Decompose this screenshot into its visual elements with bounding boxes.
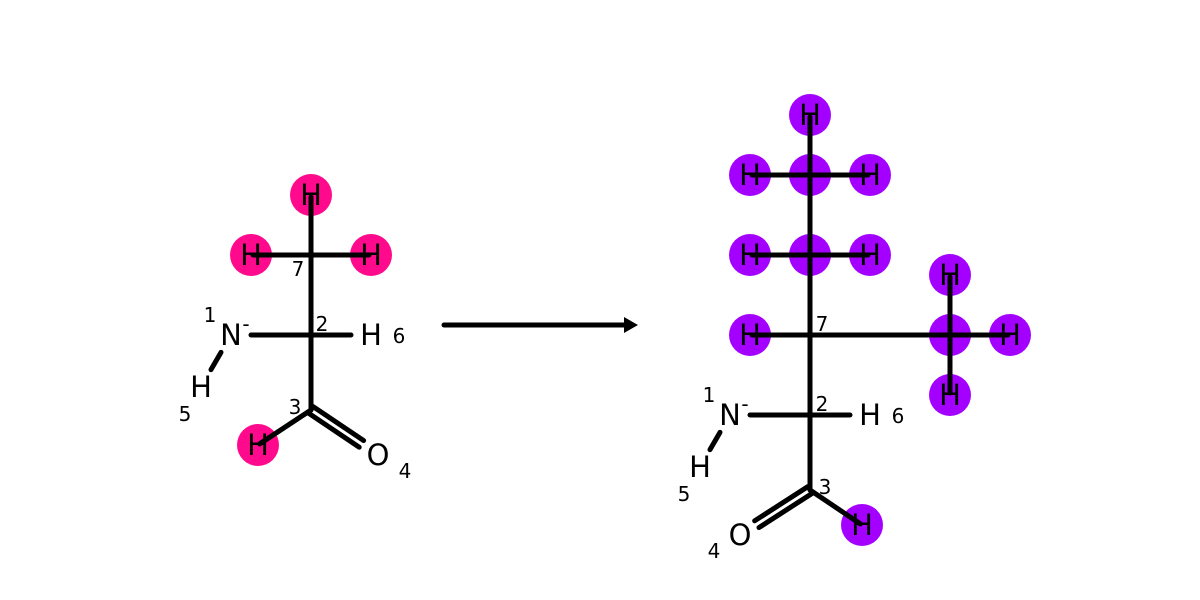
atom-index-n1: 1 xyxy=(204,303,217,327)
atom-index-c3: 3 xyxy=(819,475,832,499)
atom-charge-n1: - xyxy=(741,392,748,416)
bond-c3-hald xyxy=(807,487,863,527)
atom-label-h5: H xyxy=(190,370,212,404)
atom-label-hcr_t: H xyxy=(939,258,961,292)
atom-index-o4: 4 xyxy=(399,459,412,483)
atom-label-hcm_r: H xyxy=(859,238,881,272)
atom-charge-n1: - xyxy=(242,312,249,336)
atom-label-hcr_r: H xyxy=(999,318,1021,352)
atom-index-h6: 6 xyxy=(892,404,905,428)
atom-label-hcr_b: H xyxy=(939,378,961,412)
atom-index-o4: 4 xyxy=(708,539,721,563)
atom-label-h5: H xyxy=(689,450,711,484)
atom-label-h6: H xyxy=(360,318,382,352)
reaction-arrow xyxy=(441,317,638,333)
bond-c3-o4-b xyxy=(756,490,815,531)
bond-c3-o4-b xyxy=(310,404,367,444)
bond-n1-h5 xyxy=(208,349,224,373)
bond-n1-h5 xyxy=(707,429,723,453)
atom-label-hright: H xyxy=(360,238,382,272)
atom-label-htop: H xyxy=(799,98,821,132)
atom-label-hct_r: H xyxy=(859,158,881,192)
atom-label-o4: O xyxy=(367,438,390,472)
atom-label-n1: N xyxy=(719,398,741,432)
bond-c3-o4-a xyxy=(306,410,362,450)
atom-index-c7: 7 xyxy=(816,312,829,336)
atom-index-c7: 7 xyxy=(292,257,305,281)
atom-index-c2: 2 xyxy=(316,312,329,336)
atom-label-n1: N xyxy=(220,318,242,352)
bond-c3-hald xyxy=(257,407,314,447)
atom-label-o4: O xyxy=(729,518,752,552)
atom-index-h6: 6 xyxy=(393,324,406,348)
reactant-molecule: N - O H H H H H H 1 2 3 4 5 6 7 xyxy=(179,174,412,483)
atom-label-h6: H xyxy=(859,398,881,432)
atom-index-h5: 5 xyxy=(678,482,691,506)
atom-label-htop: H xyxy=(300,178,322,212)
atom-index-h5: 5 xyxy=(179,402,192,426)
atom-label-hcm_l: H xyxy=(739,238,761,272)
atom-index-n1: 1 xyxy=(703,383,716,407)
atom-label-hleft: H xyxy=(240,238,262,272)
atom-index-c3: 3 xyxy=(289,395,302,419)
atom-index-c2: 2 xyxy=(816,392,829,416)
atom-label-hct_l: H xyxy=(739,158,761,192)
atom-label-hald: H xyxy=(247,428,269,462)
bond-c3-o4-a xyxy=(752,484,811,524)
atom-label-hald: H xyxy=(851,508,873,542)
atom-label-hc7_l: H xyxy=(739,318,761,352)
